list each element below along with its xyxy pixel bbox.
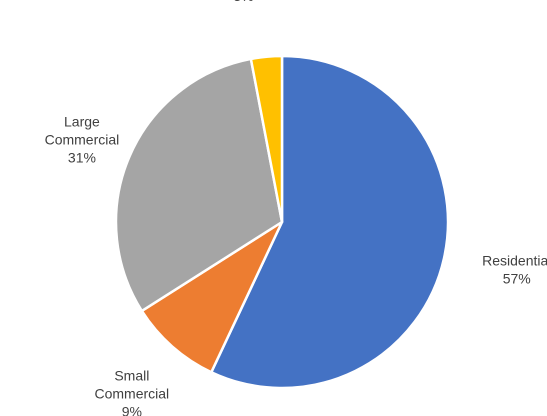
pie-slice-small-commercial <box>140 220 284 374</box>
data-label-value: 9% <box>122 404 142 416</box>
data-label-category: Residential <box>482 253 547 269</box>
data-label-value: 31% <box>68 149 96 165</box>
data-label-category: Commercial <box>45 131 120 147</box>
data-label-large-commercial: Large Commercial 31% <box>45 113 120 165</box>
data-label-value: 3% <box>233 0 253 4</box>
data-label-lighting-other: Lighting & Other3% <box>193 0 295 4</box>
pie-slice-residential <box>210 54 450 390</box>
pie-slice-large-commercial <box>114 57 284 313</box>
data-label-category: Large <box>64 113 100 129</box>
data-label-small-commercial: Small Commercial 9% <box>94 368 169 416</box>
pie-labels: Residential 57% Small Commercial 9% Large Comm… <box>45 0 547 416</box>
data-label-category: Small <box>114 368 149 384</box>
data-label-value: 57% <box>503 271 531 287</box>
data-label-category: Commercial <box>94 386 169 402</box>
pie-slice-lighting-other <box>249 54 284 224</box>
data-label-residential: Residential 57% <box>482 253 547 287</box>
pie-slices <box>114 54 450 390</box>
